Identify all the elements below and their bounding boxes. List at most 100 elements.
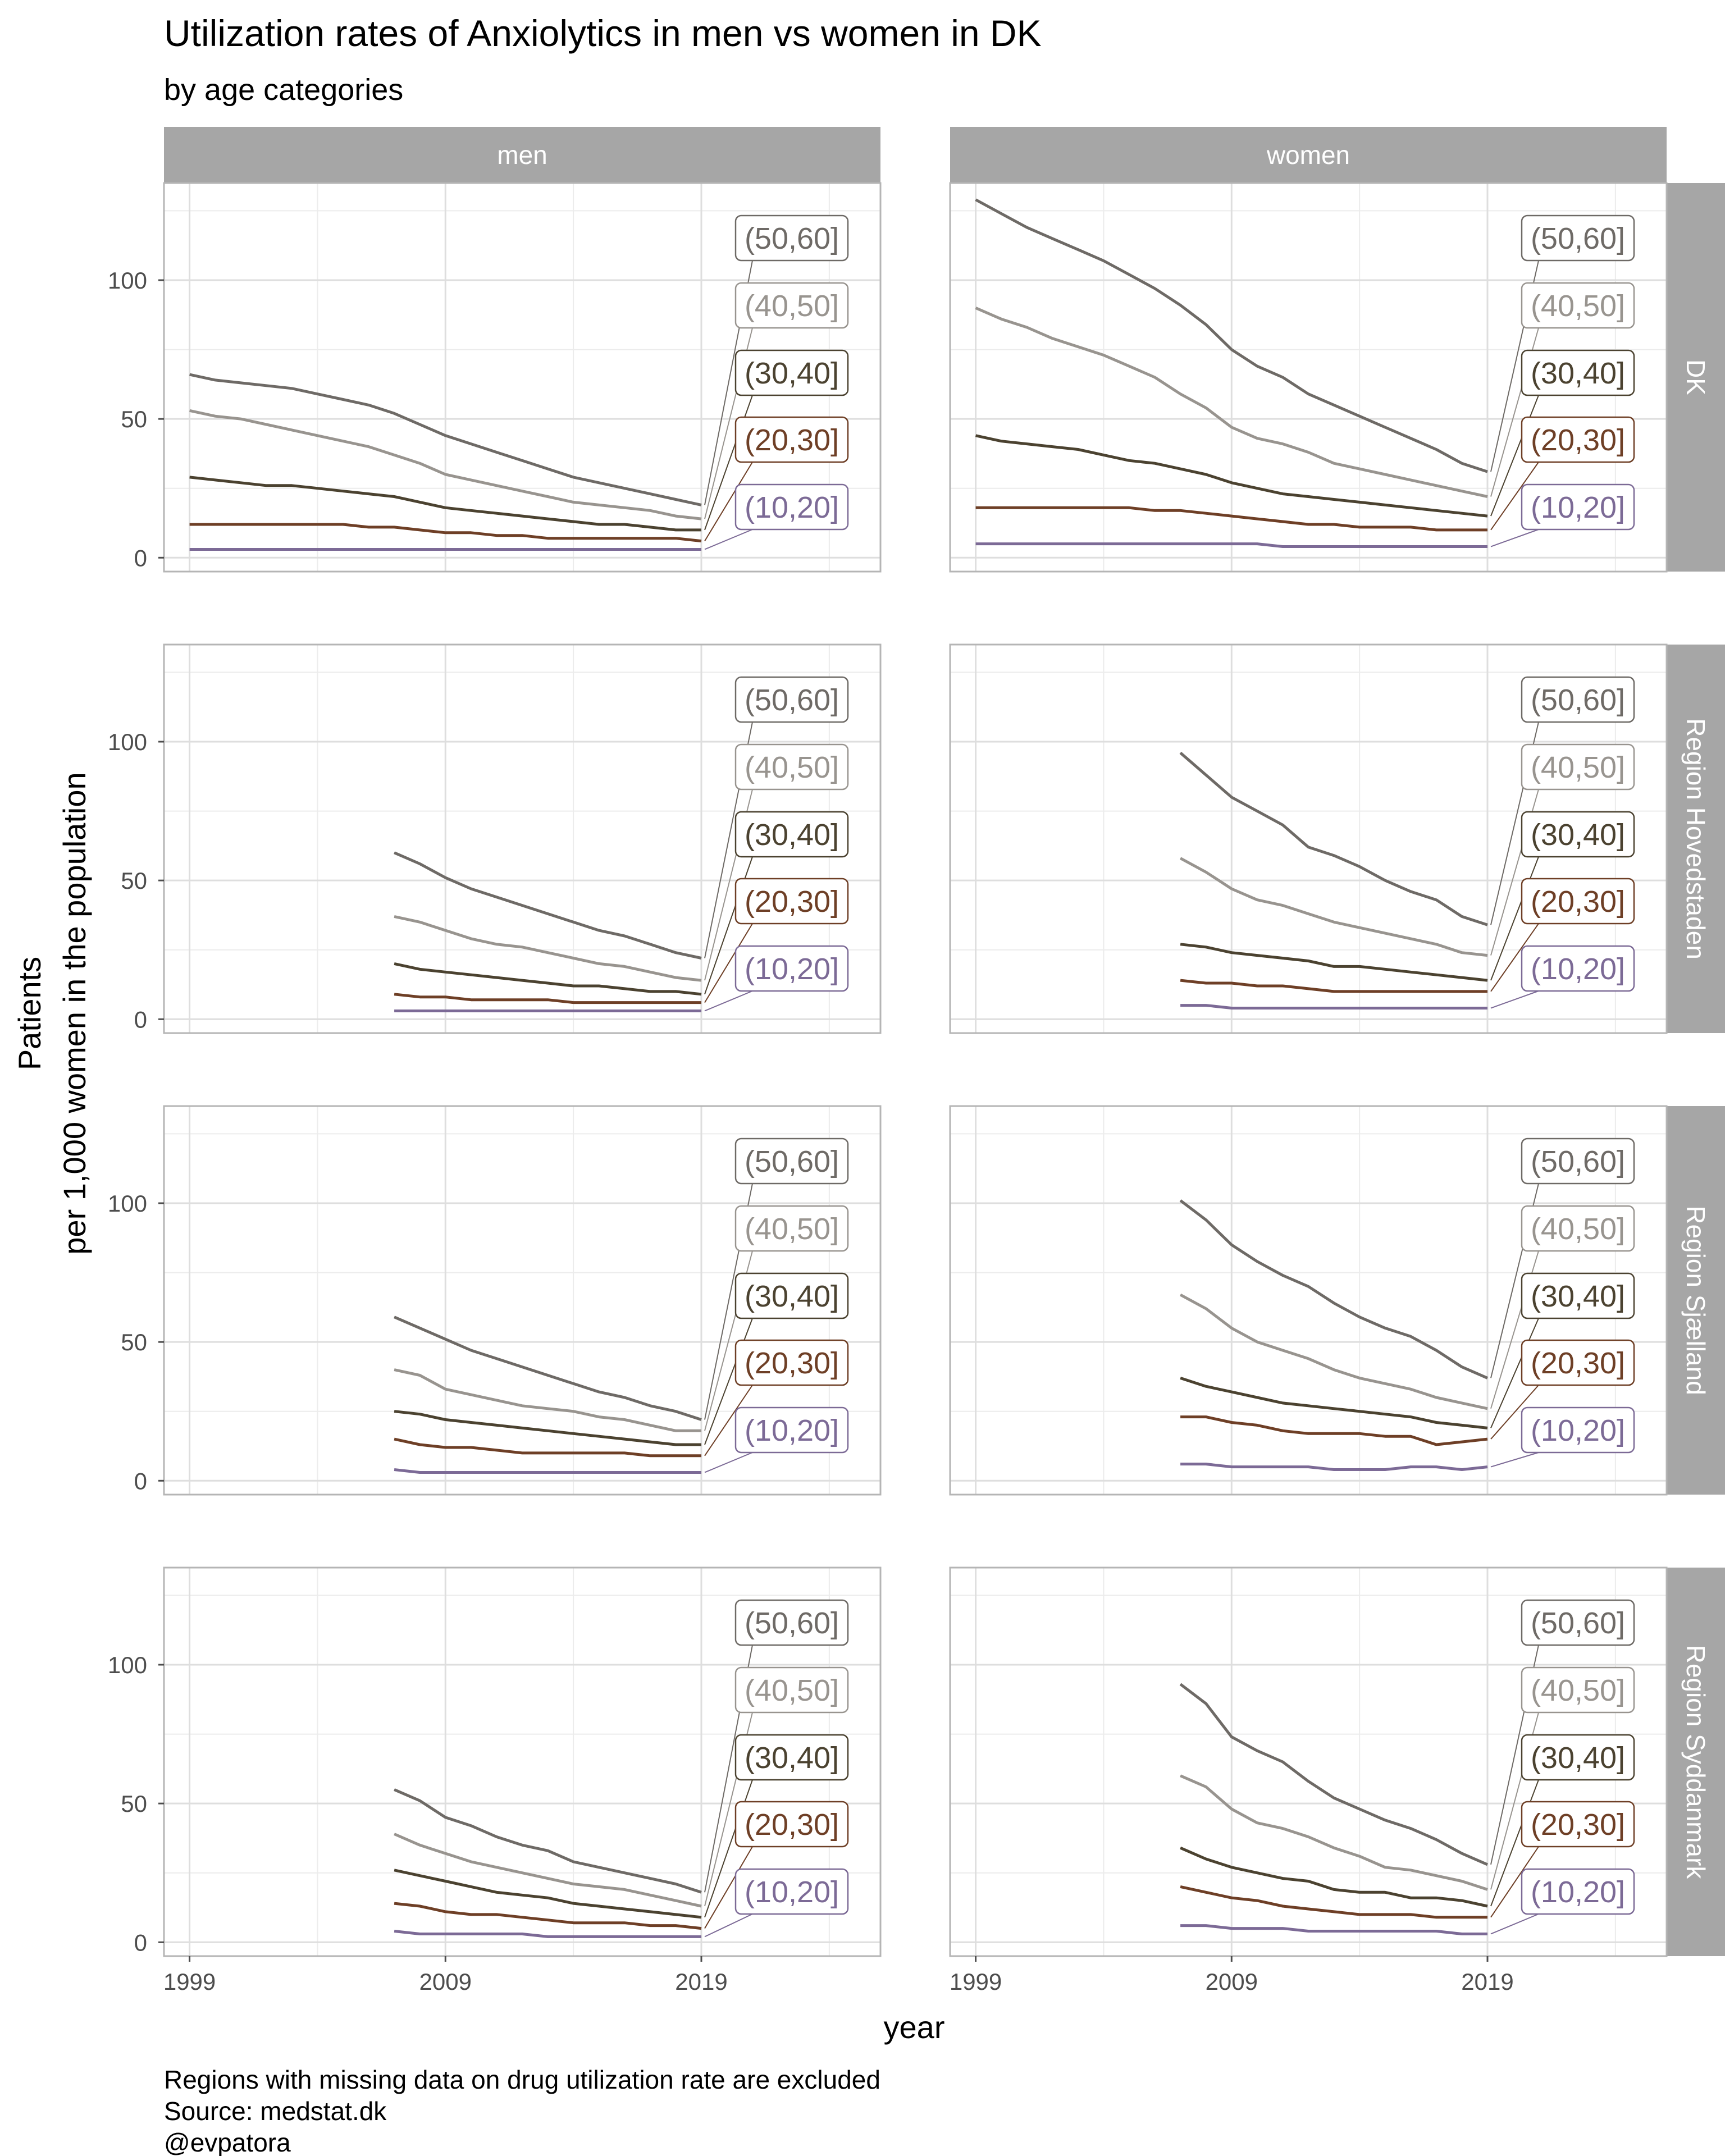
series-label-40-50: (40,50] <box>1531 1674 1625 1707</box>
label-box-40-50 <box>1521 1666 1635 1714</box>
label-box-10-20 <box>734 483 849 531</box>
series-label-20-30: (20,30] <box>745 423 839 457</box>
series-label-30-40: (30,40] <box>745 357 839 390</box>
series-line-10-20 <box>975 542 1487 548</box>
y-tick-label: 100 <box>108 729 147 755</box>
y-tick-label: 0 <box>134 545 147 571</box>
label-box-40-50 <box>1521 1205 1635 1252</box>
facet-strip-label-women: women <box>1266 140 1350 170</box>
series-label-30-40: (30,40] <box>745 818 839 852</box>
label-leader-10-20 <box>704 1913 753 1938</box>
y-tick-label: 100 <box>108 267 147 294</box>
series-label-50-60: (50,60] <box>745 683 839 717</box>
series-label-40-50: (40,50] <box>745 751 839 784</box>
series-line-50-60 <box>394 851 702 960</box>
series-line-10-20 <box>394 1930 701 1938</box>
series-label-10-20: (10,20] <box>1531 952 1625 986</box>
series-line-40-50 <box>975 307 1488 498</box>
label-box-10-20 <box>1521 1406 1635 1454</box>
panel-region-syddanmark-men: (50,60] (40,50] (30,40] (20,30] (10,20] 0 50 10… <box>108 1566 882 1995</box>
y-axis-title-line-1: Patients <box>12 957 47 1070</box>
panel-dk-women: (50,60] (40,50] (30,40] (20,30] (10,20] <box>949 182 1668 573</box>
series-line-30-40 <box>189 476 701 532</box>
panel-region-hovedstaden-women: (50,60] (40,50] (30,40] (20,30] (10,20] <box>949 643 1668 1034</box>
x-tick-label: 2019 <box>675 1968 727 1995</box>
label-box-10-20 <box>734 1406 849 1454</box>
series-line-10-20 <box>1180 1924 1487 1935</box>
series-label-20-30: (20,30] <box>745 1808 839 1842</box>
label-leader-20-30 <box>704 1846 753 1929</box>
label-box-40-50 <box>734 1205 849 1252</box>
label-box-30-40 <box>734 1272 849 1319</box>
y-tick-label: 50 <box>121 1790 147 1817</box>
series-label-50-60: (50,60] <box>1531 1145 1625 1179</box>
label-leader-20-30 <box>1490 1846 1539 1918</box>
label-leader-30-40 <box>704 1318 753 1445</box>
series-line-40-50 <box>394 915 702 982</box>
series-line-20-30 <box>394 1902 702 1930</box>
label-leader-20-30 <box>1490 462 1539 531</box>
label-box-50-60 <box>1521 676 1635 723</box>
label-box-10-20 <box>1521 945 1635 992</box>
label-leader-20-30 <box>1490 1385 1539 1440</box>
series-line-50-60 <box>394 1315 702 1421</box>
series-line-40-50 <box>394 1833 702 1908</box>
series-line-10-20 <box>1180 1004 1487 1010</box>
facet-strip-label-region-hovedstaden: Region Hovedstaden <box>1681 718 1710 960</box>
label-box-30-40 <box>1521 1272 1635 1319</box>
series-label-30-40: (30,40] <box>1531 1280 1625 1313</box>
label-box-20-30 <box>734 1339 849 1386</box>
series-label-50-60: (50,60] <box>1531 222 1625 255</box>
series-label-10-20: (10,20] <box>745 1875 839 1909</box>
facet-strip-region-syddanmark <box>1667 1568 1725 1956</box>
label-leader-30-40 <box>1490 1779 1539 1907</box>
series-line-20-30 <box>1180 1885 1487 1919</box>
series-line-10-20 <box>394 1468 701 1474</box>
series-line-50-60 <box>1179 1199 1488 1380</box>
series-line-50-60 <box>394 1788 702 1894</box>
label-box-50-60 <box>1521 214 1635 262</box>
panel-region-sj-lland-women: (50,60] (40,50] (30,40] (20,30] (10,20] <box>949 1105 1668 1496</box>
series-label-10-20: (10,20] <box>1531 491 1625 524</box>
series-line-50-60 <box>1179 1683 1488 1866</box>
x-tick-label: 1999 <box>163 1968 216 1995</box>
label-leader-10-20 <box>1490 529 1539 547</box>
facet-strip-label-dk: DK <box>1681 359 1710 395</box>
label-leader-30-40 <box>1490 1318 1539 1428</box>
label-box-50-60 <box>734 214 849 262</box>
label-leader-20-30 <box>704 462 753 542</box>
facet-strip-region-hovedstaden <box>1667 645 1725 1033</box>
label-box-40-50 <box>1521 282 1635 329</box>
panel-border <box>163 643 882 1034</box>
series-label-20-30: (20,30] <box>1531 1808 1625 1842</box>
series-line-30-40 <box>1180 1846 1488 1908</box>
label-box-30-40 <box>1521 349 1635 396</box>
series-line-20-30 <box>394 993 701 1004</box>
panel-grid: men women DK Region Hovedstaden Region Sjæll… <box>108 127 1725 1995</box>
series-label-40-50: (40,50] <box>1531 1212 1625 1246</box>
label-leader-10-20 <box>1490 1913 1539 1935</box>
series-line-30-40 <box>394 1869 702 1919</box>
series-line-30-40 <box>1180 1377 1488 1429</box>
series-label-20-30: (20,30] <box>745 1346 839 1380</box>
series-label-10-20: (10,20] <box>1531 1875 1625 1909</box>
x-tick-label: 2009 <box>419 1968 472 1995</box>
series-label-50-60: (50,60] <box>1531 683 1625 717</box>
series-line-30-40 <box>394 962 702 996</box>
facet-strip-label-region-sj-lland: Region Sjælland <box>1681 1205 1710 1395</box>
series-line-30-40 <box>394 1410 701 1446</box>
chart-subtitle: by age categories <box>164 73 403 107</box>
series-line-40-50 <box>1179 1293 1488 1410</box>
series-line-20-30 <box>1180 1415 1488 1446</box>
label-box-20-30 <box>1521 416 1635 463</box>
label-box-10-20 <box>1521 1868 1635 1915</box>
series-label-10-20: (10,20] <box>745 1414 839 1447</box>
facet-strip-region-sj-lland <box>1667 1106 1725 1495</box>
label-box-30-40 <box>734 349 849 396</box>
x-tick-label: 1999 <box>950 1968 1002 1995</box>
series-line-10-20 <box>1180 1463 1488 1471</box>
label-box-40-50 <box>1521 743 1635 791</box>
panel-border <box>949 643 1668 1034</box>
label-box-20-30 <box>734 416 849 463</box>
